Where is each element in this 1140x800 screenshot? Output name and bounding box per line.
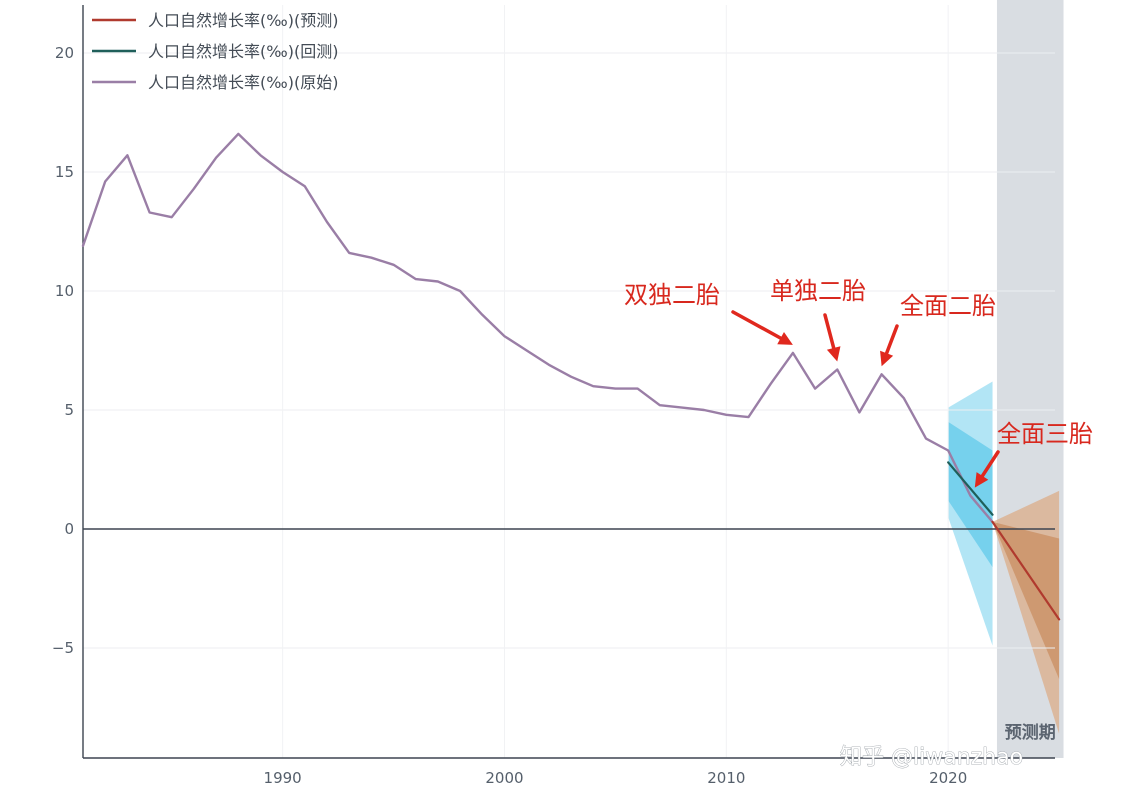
annotation-arrow-head bbox=[880, 350, 894, 367]
legend-label: 人口自然增长率(‰)(回测) bbox=[148, 42, 338, 61]
y-tick-label: −5 bbox=[52, 639, 74, 657]
annotation-arrow-shaft bbox=[884, 324, 899, 355]
x-tick-label: 2020 bbox=[929, 769, 967, 787]
annotation-arrow-shaft bbox=[823, 313, 836, 350]
annotation-arrow-head bbox=[974, 472, 989, 488]
annotation-label: 全面二胎 bbox=[900, 292, 996, 320]
annotation-arrow-shaft bbox=[980, 450, 1000, 478]
x-tick-label: 1990 bbox=[264, 769, 302, 787]
y-tick-label: 0 bbox=[64, 520, 74, 538]
legend-label: 人口自然增长率(‰)(原始) bbox=[148, 73, 338, 92]
series-line-1 bbox=[947, 461, 994, 516]
y-tick-label: 20 bbox=[55, 44, 74, 62]
forecast-band-1 bbox=[992, 521, 1060, 679]
series-line-0 bbox=[991, 520, 1061, 621]
x-tick-label: 2010 bbox=[707, 769, 745, 787]
grid-lines bbox=[83, 5, 1055, 758]
y-tick-label: 15 bbox=[55, 163, 74, 181]
annotation-label: 全面三胎 bbox=[997, 420, 1093, 448]
legend-label: 人口自然增长率(‰)(预测) bbox=[148, 11, 338, 30]
series-lines bbox=[81, 132, 1061, 621]
watermark-text: 知乎 @liwanzhao bbox=[840, 745, 1023, 770]
forecast-period-label: 预测期 bbox=[1005, 722, 1056, 743]
legend: 人口自然增长率(‰)(预测) 人口自然增长率(‰)(回测) 人口自然增长率(‰)(原… bbox=[92, 11, 338, 92]
axes: 20 15 10 5 0 −5 1990 2000 2010 2020 bbox=[52, 5, 1055, 787]
x-tick-label: 2000 bbox=[485, 769, 523, 787]
annotation-arrow-head bbox=[826, 346, 841, 362]
annotation-label: 单独二胎 bbox=[770, 277, 866, 305]
y-tick-label: 5 bbox=[64, 401, 74, 419]
annotation-arrow-head bbox=[777, 332, 793, 345]
confidence-bands bbox=[948, 0, 1064, 758]
y-tick-label: 10 bbox=[55, 282, 74, 300]
series-line-2 bbox=[81, 132, 994, 524]
annotation-arrow-shaft bbox=[731, 310, 783, 340]
annotation-label: 双独二胎 bbox=[624, 281, 720, 309]
